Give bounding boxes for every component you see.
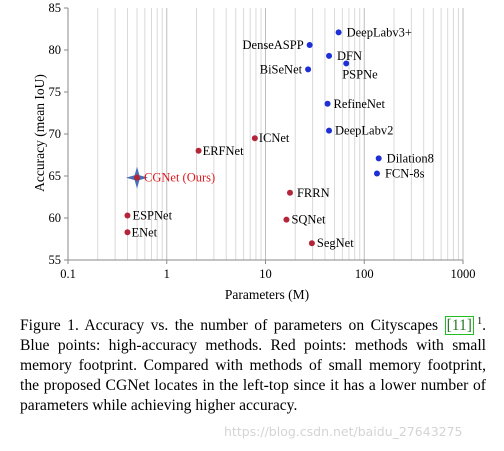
data-point: [286, 189, 293, 196]
data-label: CGNet (Ours): [144, 171, 215, 185]
x-tick-label: 0.1: [60, 267, 76, 281]
data-point: [195, 147, 202, 154]
data-point: [335, 29, 342, 36]
x-axis-label: Parameters (M): [225, 287, 309, 302]
data-points: DeepLabv3+ DenseASPP DFN PSPNe BiSeNet Refine…: [124, 25, 434, 250]
data-point: [373, 170, 380, 177]
y-axis-label: Accuracy (mean IoU): [32, 74, 47, 192]
data-label: RefineNet: [334, 97, 386, 111]
data-label: PSPNe: [342, 67, 378, 81]
data-label: ENet: [131, 225, 157, 239]
data-label: DenseASPP: [243, 38, 304, 52]
x-tick-label: 1000: [451, 267, 476, 281]
data-point: [305, 66, 312, 73]
caption-body: . Blue points: high-accuracy methods. Re…: [20, 317, 486, 414]
data-point: [343, 60, 350, 67]
data-point: [251, 135, 258, 142]
y-tick-label: 55: [49, 253, 62, 267]
y-tick-label: 60: [49, 211, 62, 225]
data-point: [134, 174, 141, 181]
x-tick-label: 100: [355, 267, 374, 281]
data-label: SQNet: [291, 213, 326, 227]
data-label: ICNet: [259, 131, 290, 145]
data-point: [326, 52, 333, 59]
data-label: Dilation8: [387, 151, 434, 165]
data-label: DeepLabv3+: [347, 25, 412, 39]
watermark-text: https://blog.csdn.net/baidu_27643275: [224, 424, 463, 439]
data-point: [124, 212, 131, 219]
data-point: [375, 155, 382, 162]
y-tick-label: 85: [49, 1, 62, 15]
data-point: [283, 216, 290, 223]
x-tick-label: 10: [259, 267, 272, 281]
y-tick-label: 70: [49, 127, 62, 141]
data-label: FCN-8s: [385, 166, 425, 180]
data-label: DeepLabv2: [335, 124, 393, 138]
data-point: [124, 229, 131, 236]
grid-lines: [67, 8, 464, 260]
citation-link[interactable]: [11]: [444, 316, 474, 335]
data-point: [308, 240, 315, 247]
axes: 55 60 65 70 75 80 85 0.1 1 10 100 1000: [49, 1, 476, 281]
data-point: [326, 127, 333, 134]
data-point: [306, 41, 313, 48]
y-tick-label: 80: [49, 43, 62, 57]
data-label: ESPNet: [132, 208, 172, 222]
data-point: [324, 100, 331, 107]
x-tick-label: 1: [164, 267, 170, 281]
y-tick-label: 75: [49, 85, 62, 99]
caption-lead: Figure 1. Accuracy vs. the number of par…: [20, 317, 445, 334]
footnote-marker: 1: [477, 315, 483, 327]
data-label: DFN: [337, 49, 362, 63]
data-label: ERFNet: [203, 144, 245, 158]
data-label: SegNet: [317, 236, 354, 250]
y-tick-label: 65: [49, 169, 62, 183]
data-label: BiSeNet: [260, 62, 303, 76]
data-label: FRRN: [297, 186, 330, 200]
figure-caption: Figure 1. Accuracy vs. the number of par…: [20, 316, 486, 416]
